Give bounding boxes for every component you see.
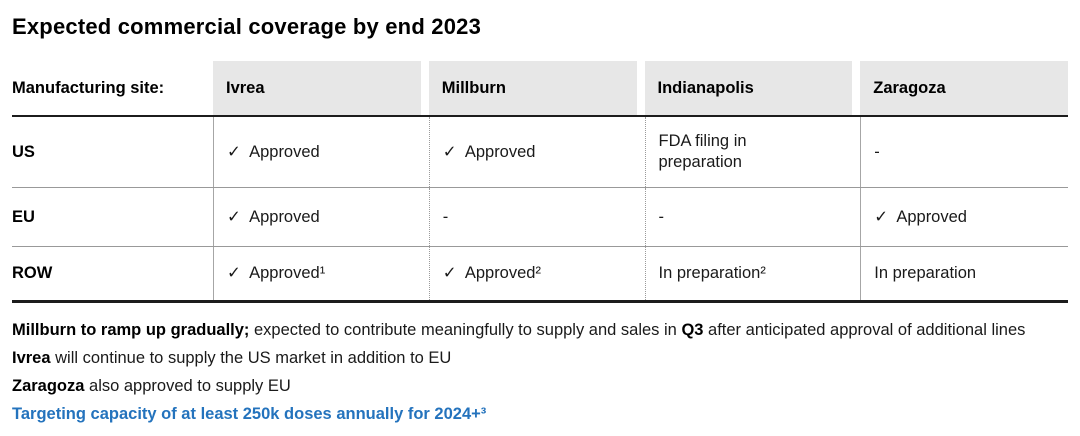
status-cell-row-zaragoza: In preparation xyxy=(860,247,1068,300)
status-cell-eu-ivrea: ✓ Approved xyxy=(213,188,421,246)
footnote-text: expected to contribute meaningfully to s… xyxy=(249,321,682,339)
table-header-row: Manufacturing site: Ivrea Millburn India… xyxy=(12,61,1068,115)
footnote-text: Millburn to ramp up gradually; xyxy=(12,321,250,339)
status-cell-eu-zaragoza: ✓ Approved xyxy=(860,188,1068,246)
table-row-us: US ✓ Approved ✓ Approved FDA filing in p… xyxy=(12,117,1068,188)
table-body: US ✓ Approved ✓ Approved FDA filing in p… xyxy=(12,115,1068,303)
status-cell-eu-indianapolis: - xyxy=(644,188,853,246)
status-cell-us-millburn: ✓ Approved xyxy=(428,117,637,187)
coverage-table: Manufacturing site: Ivrea Millburn India… xyxy=(12,61,1068,303)
footnote-text: Q3 xyxy=(681,321,704,339)
status-cell-us-zaragoza: - xyxy=(860,117,1068,187)
footnote-text: Ivrea xyxy=(12,349,51,367)
status-cell-row-indianapolis: In preparation² xyxy=(644,247,853,300)
status-cell-row-millburn: ✓ Approved² xyxy=(428,247,637,300)
footnote-text: Zaragoza xyxy=(12,377,85,395)
footnote-zaragoza: Zaragoza also approved to supply EU xyxy=(12,372,1068,400)
status-cell-us-indianapolis: FDA filing in preparation xyxy=(644,117,853,187)
footnote-text: Targeting capacity of at least 250k dose… xyxy=(12,405,487,423)
header-cell-millburn: Millburn xyxy=(428,61,637,115)
footnote-ivrea: Ivrea will continue to supply the US mar… xyxy=(12,344,1068,372)
row-label-us: US xyxy=(12,142,35,161)
table-row-row: ROW ✓ Approved¹ ✓ Approved² In preparati… xyxy=(12,247,1068,300)
status-cell-eu-millburn: - xyxy=(428,188,637,246)
header-cell-ivrea: Ivrea xyxy=(213,61,421,115)
page-title: Expected commercial coverage by end 2023 xyxy=(12,14,482,39)
footnote-text: will continue to supply the US market in… xyxy=(50,349,452,367)
row-label-eu: EU xyxy=(12,207,35,226)
header-cell-manufacturing-site: Manufacturing site: xyxy=(12,61,205,115)
footnote-capacity-target: Targeting capacity of at least 250k dose… xyxy=(12,400,1068,428)
footnotes: Millburn to ramp up gradually; expected … xyxy=(12,316,1068,428)
footnote-millburn: Millburn to ramp up gradually; expected … xyxy=(12,316,1068,344)
header-cell-zaragoza: Zaragoza xyxy=(860,61,1068,115)
table-row-eu: EU ✓ Approved - - ✓ Approved xyxy=(12,188,1068,247)
header-cell-indianapolis: Indianapolis xyxy=(644,61,853,115)
status-cell-row-ivrea: ✓ Approved¹ xyxy=(213,247,421,300)
footnote-text: also approved to supply EU xyxy=(84,377,291,395)
row-label-row: ROW xyxy=(12,264,53,282)
footnote-text: after anticipated approval of additional… xyxy=(703,321,1026,339)
status-cell-us-ivrea: ✓ Approved xyxy=(213,117,421,187)
